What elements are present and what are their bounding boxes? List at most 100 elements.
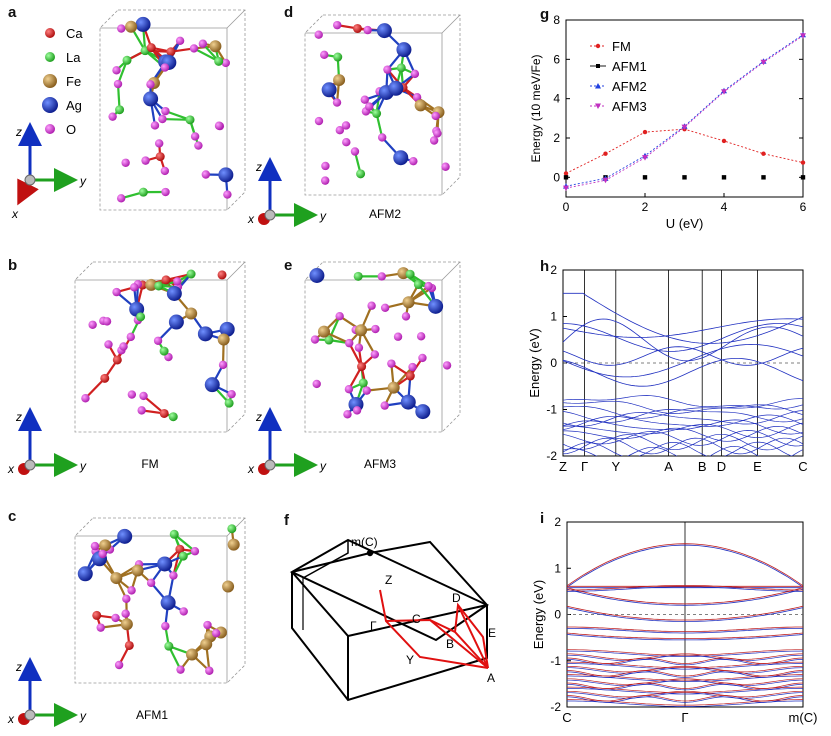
legend-marker-la xyxy=(45,52,55,62)
k-point-label: D xyxy=(717,459,726,474)
data-point xyxy=(563,171,569,176)
axis-triad: x z y xyxy=(7,407,87,477)
svg-text:z: z xyxy=(255,410,262,424)
y-tick-label: 2 xyxy=(554,515,561,529)
panel-label-e: e xyxy=(284,257,293,274)
k-point-label: B xyxy=(698,459,707,474)
bz-point-mc xyxy=(366,549,374,557)
y-tick-label: 4 xyxy=(553,92,560,106)
legend-label-o: O xyxy=(66,122,76,137)
svg-text:y: y xyxy=(79,709,87,723)
data-point xyxy=(721,89,727,95)
svg-text:x: x xyxy=(7,462,15,476)
crystal-structures xyxy=(74,9,461,684)
y-tick-label: -2 xyxy=(550,700,561,714)
data-point xyxy=(642,129,648,135)
bz-label-y: Y xyxy=(406,653,414,667)
structure-afm2 xyxy=(304,14,461,196)
k-point-label: E xyxy=(753,459,762,474)
plot-frame xyxy=(565,19,804,198)
data-point xyxy=(642,175,648,180)
y-tick-label: 1 xyxy=(550,310,557,324)
svg-text:x: x xyxy=(247,212,255,226)
caption-afm1: AFM1 xyxy=(136,708,168,722)
svg-text:z: z xyxy=(15,410,22,424)
data-point xyxy=(761,151,766,156)
band-lines xyxy=(563,292,803,456)
y-tick-label: 0 xyxy=(553,170,560,184)
svg-text:z: z xyxy=(255,160,262,174)
caption-afm3: AFM3 xyxy=(364,457,396,471)
y-tick-label: -1 xyxy=(546,403,557,417)
svg-text:z: z xyxy=(15,660,22,674)
legend-entry: FM xyxy=(612,39,631,54)
panel-label-d: d xyxy=(284,4,294,21)
y-tick-label: 0 xyxy=(554,608,561,622)
series-fm: FM xyxy=(563,39,806,176)
svg-text:x: x xyxy=(7,712,15,726)
data-point xyxy=(760,59,767,66)
axis-triad: x z y xyxy=(11,122,87,221)
k-point-label: C xyxy=(798,459,807,474)
bz-label-a: A xyxy=(487,671,495,685)
axis-triad: x z y xyxy=(7,657,87,727)
legend-label-ca: Ca xyxy=(66,26,83,41)
series-line xyxy=(565,35,804,189)
y-tick-label: -2 xyxy=(546,449,557,463)
axis-triad: x z y xyxy=(247,407,327,477)
y-tick-label: 2 xyxy=(553,131,560,145)
panel-label-i: i xyxy=(540,510,545,527)
data-point xyxy=(603,151,608,156)
legend-entry: AFM1 xyxy=(612,59,647,74)
data-point xyxy=(563,175,569,180)
chart-band-structure-h: Z Γ Y A B D E C -2 -1 0 1 2 Energy (eV) xyxy=(527,263,808,474)
element-legend: Ca La Fe Ag O xyxy=(42,26,83,137)
y-axis-label: Energy (eV) xyxy=(531,580,546,649)
bz-label-b: B xyxy=(446,637,454,651)
svg-text:y: y xyxy=(319,209,327,223)
data-point xyxy=(642,155,648,161)
svg-text:y: y xyxy=(79,174,87,188)
axis-triad: x z y xyxy=(247,157,327,227)
structure-afm1 xyxy=(74,517,246,684)
axis-triads: x z y x z y x z y x z y x z y xyxy=(7,122,327,727)
y-axis-label: Energy (eV) xyxy=(527,328,542,397)
data-point xyxy=(761,175,766,180)
caption-fm: FM xyxy=(141,457,158,471)
data-point xyxy=(681,124,688,131)
k-point-label: Γ xyxy=(681,710,688,725)
chart-energy-vs-u: 0 2 4 6 8 0 2 4 6 U (eV) Energy (10 meV/Fe) FM AFM1 A… xyxy=(529,13,807,231)
svg-text:y: y xyxy=(79,459,87,473)
data-point xyxy=(800,33,806,39)
legend-marker-fe xyxy=(43,74,57,88)
x-tick-label: 2 xyxy=(642,200,649,214)
data-point xyxy=(800,160,806,165)
k-point-label: m(C) xyxy=(789,710,818,725)
series-afm1: AFM1 xyxy=(563,59,806,180)
svg-text:z: z xyxy=(15,125,22,139)
structure-afm3 xyxy=(304,261,461,433)
y-tick-label: 0 xyxy=(550,356,557,370)
legend-marker-o xyxy=(45,124,55,134)
legend-marker-ca xyxy=(45,28,55,38)
data-point xyxy=(721,175,727,180)
legend-marker-ag xyxy=(42,97,58,113)
k-point-label: Z xyxy=(559,459,567,474)
legend-entry: AFM3 xyxy=(612,99,647,114)
x-axis-label: U (eV) xyxy=(666,216,704,231)
bz-label-d: D xyxy=(452,591,461,605)
series-afm3: AFM3 xyxy=(563,33,806,192)
y-tick-label: -1 xyxy=(550,654,561,668)
y-tick-label: 1 xyxy=(554,561,561,575)
bz-label-c: C xyxy=(412,612,421,626)
panel-label-f: f xyxy=(284,512,289,529)
bz-label-gamma: Γ xyxy=(370,619,377,633)
y-tick-label: 6 xyxy=(553,52,560,66)
y-tick-label: 8 xyxy=(553,13,560,27)
x-tick-label: 6 xyxy=(800,200,807,214)
svg-text:x: x xyxy=(11,207,19,221)
series-afm2: AFM2 xyxy=(563,31,806,189)
k-point-label: Y xyxy=(611,459,620,474)
